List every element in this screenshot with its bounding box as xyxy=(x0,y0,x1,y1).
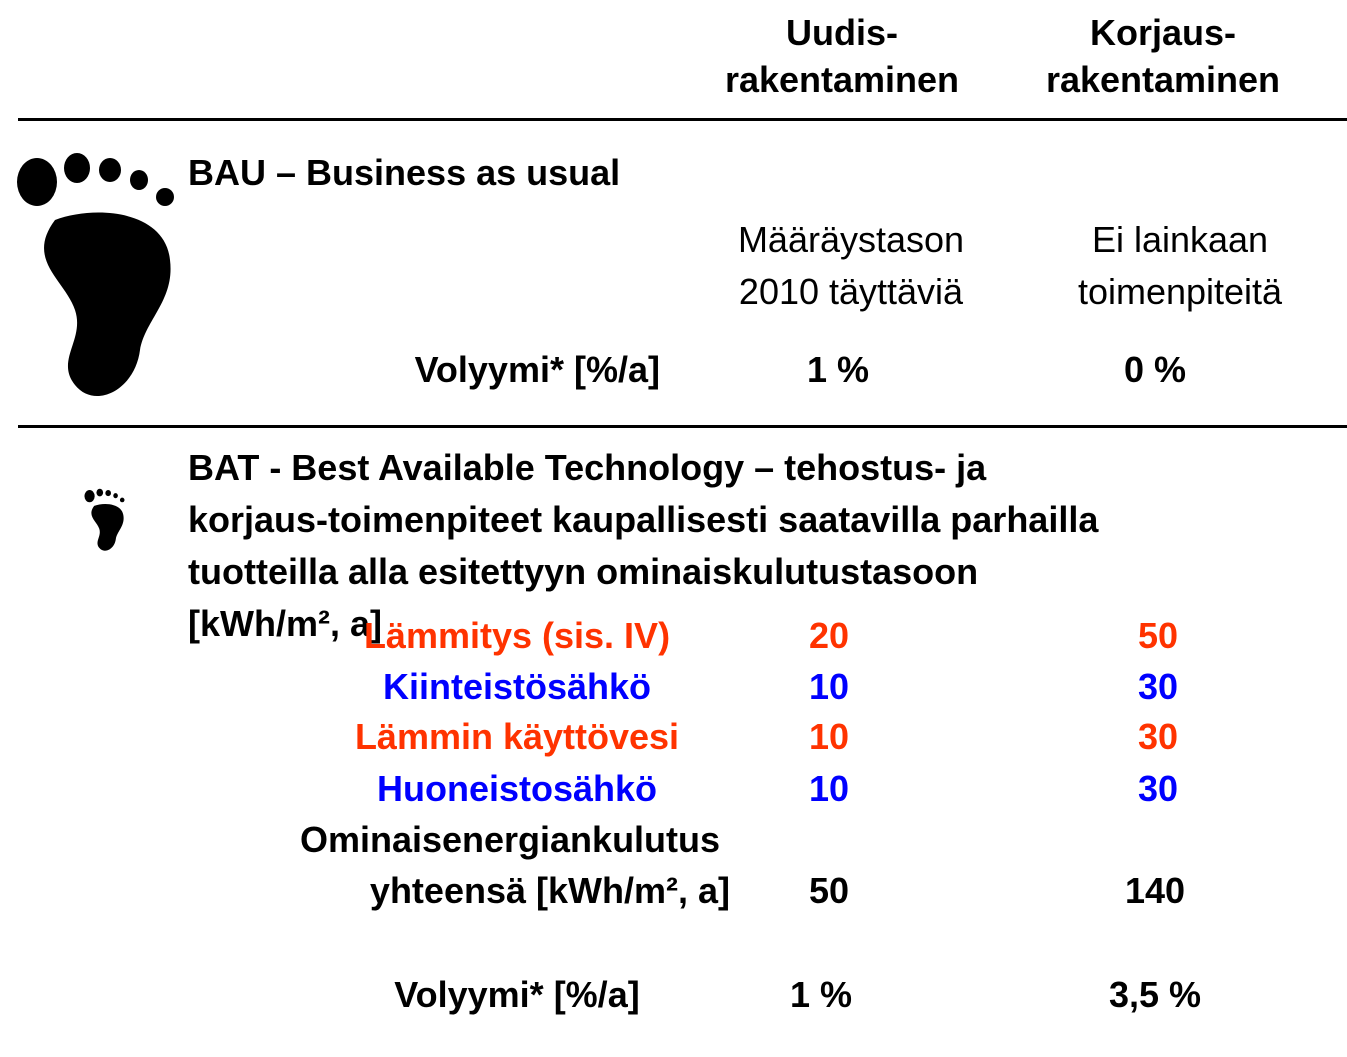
volume-label: Volyymi* [%/a] xyxy=(414,349,660,390)
section-title: BAU – Business as usual xyxy=(188,152,621,193)
section-title: tuotteilla alla esitettyyn ominaiskulutu… xyxy=(188,551,979,592)
column-header: Korjaus- xyxy=(1089,12,1237,53)
row-label: Lämmitys (sis. IV) xyxy=(363,615,671,656)
row-value: 30 xyxy=(1137,768,1179,809)
footprint-icon xyxy=(84,488,125,551)
row-value: 20 xyxy=(808,615,850,656)
row-label: Kiinteistösähkö xyxy=(382,666,652,707)
volume-label: Volyymi* [%/a] xyxy=(394,974,640,1015)
volume-value: 0 % xyxy=(1123,349,1187,390)
total-value: 50 xyxy=(808,870,850,911)
divider xyxy=(18,425,1347,428)
section-title: BAT - Best Available Technology – tehost… xyxy=(188,447,987,488)
volume-value: 1 % xyxy=(806,349,870,390)
footprint-icon xyxy=(17,153,174,397)
row-value: 10 xyxy=(808,768,850,809)
volume-value: 1 % xyxy=(789,974,853,1015)
total-label: yhteensä [kWh/m², a] xyxy=(369,870,730,911)
row-value: 30 xyxy=(1137,716,1179,757)
row-value: 30 xyxy=(1137,666,1179,707)
volume-value: 3,5 % xyxy=(1108,974,1202,1015)
description: Ei lainkaan xyxy=(1091,219,1269,260)
total-label: Ominaisenergiankulutus xyxy=(299,819,721,860)
column-header: Uudis- xyxy=(786,12,898,53)
section-title: [kWh/m², a] xyxy=(188,603,382,644)
description: toimenpiteitä xyxy=(1077,271,1283,312)
row-value: 10 xyxy=(808,716,850,757)
column-header: rakentaminen xyxy=(1045,59,1281,100)
column-header: rakentaminen xyxy=(724,59,960,100)
section-title: korjaus-toimenpiteet kaupallisesti saata… xyxy=(188,499,1099,540)
divider xyxy=(18,118,1347,121)
row-label: Lämmin käyttövesi xyxy=(354,716,680,757)
description: 2010 täyttäviä xyxy=(738,271,964,312)
row-value: 10 xyxy=(808,666,850,707)
row-value: 50 xyxy=(1137,615,1179,656)
total-value: 140 xyxy=(1124,870,1186,911)
row-label: Huoneistosähkö xyxy=(376,768,658,809)
description: Määräystason xyxy=(737,219,965,260)
